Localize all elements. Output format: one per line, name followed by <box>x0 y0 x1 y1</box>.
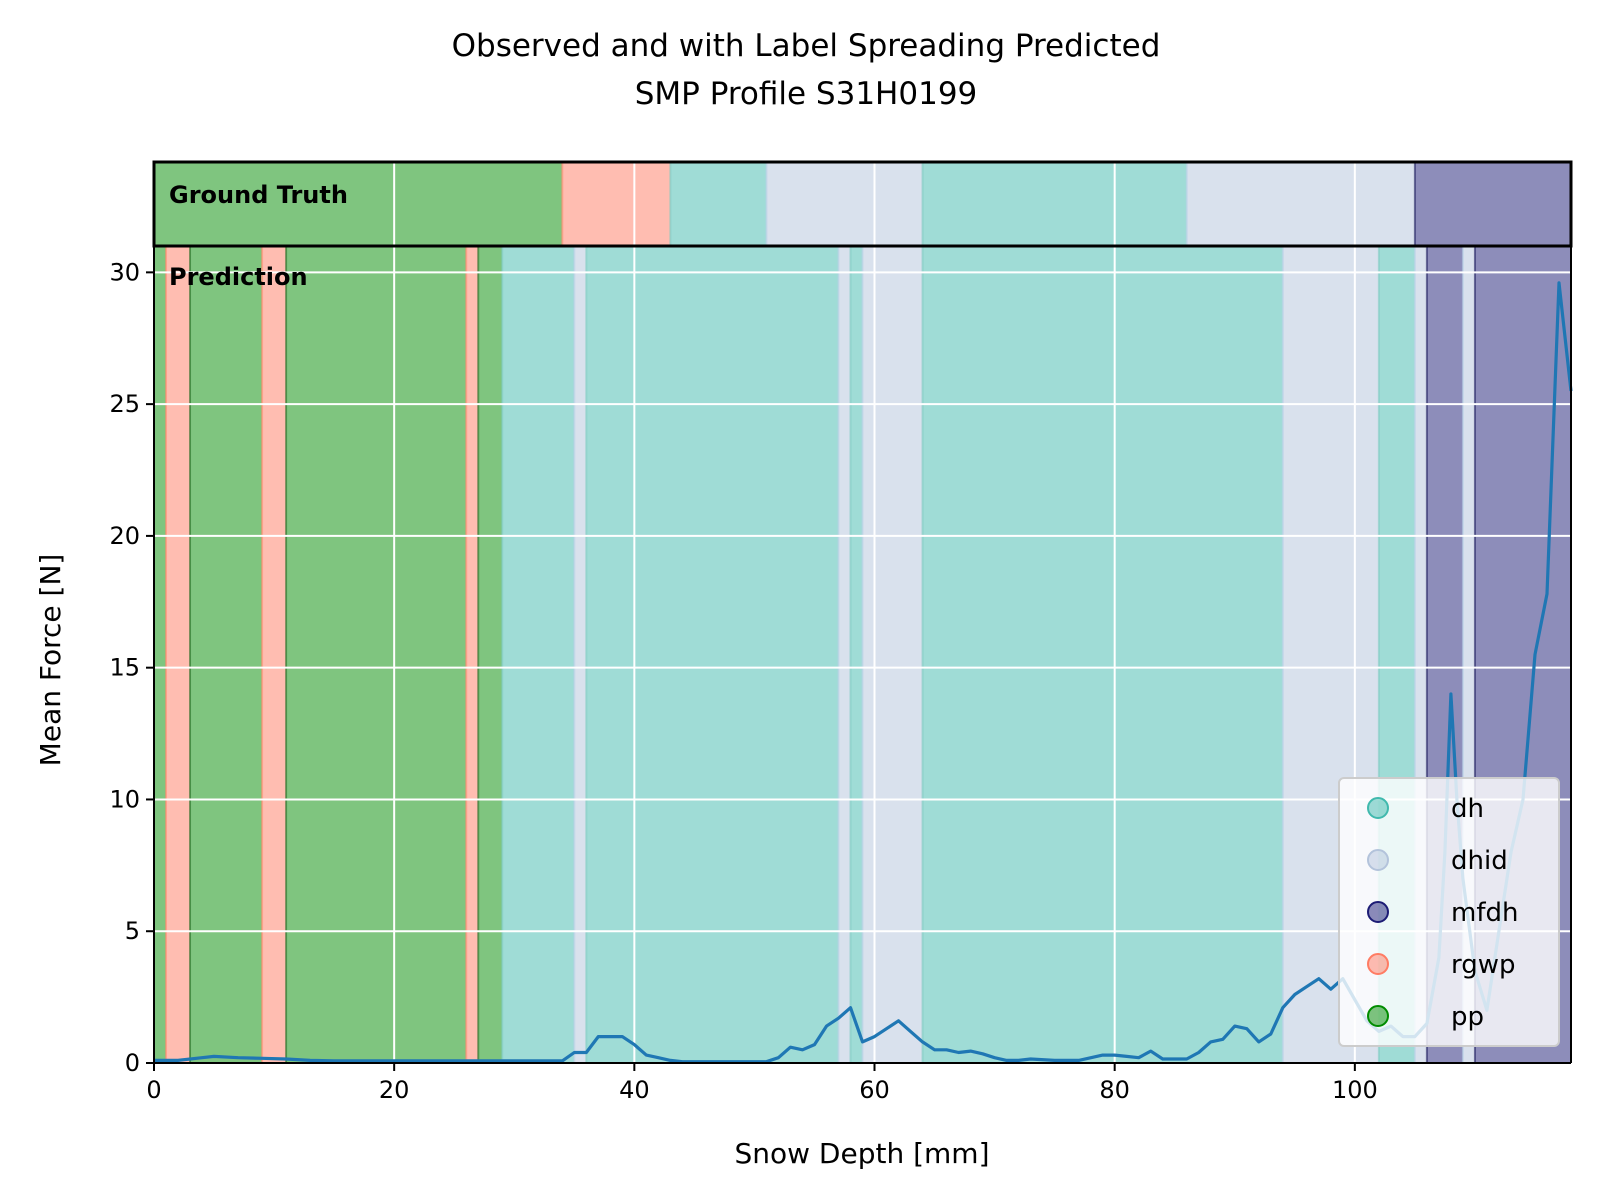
prediction-segment-dh <box>586 246 839 1063</box>
prediction-segment-rgwp <box>466 246 479 1063</box>
ground-truth-label: Ground Truth <box>169 181 348 209</box>
ground-truth-segment-dh <box>670 162 767 246</box>
y-tick-label: 10 <box>109 785 140 813</box>
legend-label-dhid: dhid <box>1451 846 1508 876</box>
ground-truth-band <box>154 162 1571 246</box>
ground-truth-segment-mfdh <box>1414 162 1571 246</box>
prediction-segment-dh <box>850 246 863 1063</box>
ground-truth-segment-dhid <box>1186 162 1415 246</box>
y-tick-label: 25 <box>109 390 140 418</box>
y-tick-label: 30 <box>109 258 140 286</box>
y-tick-label: 0 <box>125 1049 140 1077</box>
chart-title: Observed and with Label Spreading Predic… <box>452 28 1161 64</box>
legend-marker-mfdh <box>1367 901 1389 923</box>
prediction-segment-dh <box>922 246 1283 1063</box>
legend-label-dh: dh <box>1451 794 1484 824</box>
x-tick-label: 80 <box>1099 1076 1130 1104</box>
x-tick-label: 40 <box>619 1076 650 1104</box>
prediction-segment-pp <box>478 246 503 1063</box>
prediction-segment-dhid <box>574 246 587 1063</box>
prediction-segment-dhid <box>838 246 851 1063</box>
legend-label-mfdh: mfdh <box>1451 898 1518 928</box>
prediction-segment-rgwp <box>166 246 191 1063</box>
legend-box <box>1338 777 1560 1047</box>
legend-marker-pp <box>1367 1005 1389 1027</box>
x-axis-label: Snow Depth [mm] <box>734 1137 989 1170</box>
ground-truth-segment-rgwp <box>562 162 671 246</box>
legend: dh dhid mfdh rgwp pp <box>1338 777 1560 1047</box>
ground-truth-frame <box>152 160 1573 248</box>
prediction-segment-pp <box>286 246 467 1063</box>
legend-marker-dh <box>1367 797 1389 819</box>
prediction-segment-pp <box>190 246 263 1063</box>
y-axis-label: Mean Force [N] <box>34 554 67 767</box>
ground-truth-segment-dhid <box>766 162 923 246</box>
prediction-label: Prediction <box>169 263 308 291</box>
prediction-segment-pp <box>154 246 167 1063</box>
prediction-segment-rgwp <box>262 246 287 1063</box>
prediction-segment-dhid <box>862 246 923 1063</box>
ground-truth-segment-pp <box>154 162 563 246</box>
legend-marker-dhid <box>1367 849 1389 871</box>
chart-subtitle: SMP Profile S31H0199 <box>635 76 978 112</box>
prediction-segment-dh <box>502 246 575 1063</box>
legend-marker-rgwp <box>1367 953 1389 975</box>
ground-truth-segment-dh <box>922 162 1187 246</box>
y-tick-label: 5 <box>125 917 140 945</box>
x-tick-label: 60 <box>859 1076 890 1104</box>
legend-label-pp: pp <box>1451 1002 1484 1032</box>
axes: 0 20 40 60 80 100 0 5 10 15 20 25 30 <box>109 160 1573 1104</box>
x-tick-label: 20 <box>379 1076 410 1104</box>
legend-label-rgwp: rgwp <box>1451 950 1516 980</box>
x-tick-label: 0 <box>146 1076 161 1104</box>
x-tick-label: 100 <box>1332 1076 1378 1104</box>
y-tick-label: 20 <box>109 522 140 550</box>
y-tick-label: 15 <box>109 654 140 682</box>
